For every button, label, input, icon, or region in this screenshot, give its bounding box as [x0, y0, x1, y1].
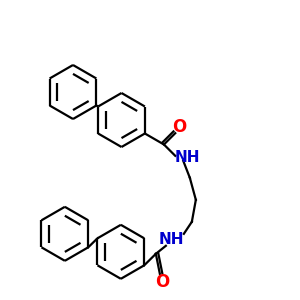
Text: O: O — [172, 118, 186, 136]
Text: O: O — [155, 273, 169, 291]
Text: NH: NH — [175, 150, 200, 165]
Text: NH: NH — [159, 232, 184, 247]
